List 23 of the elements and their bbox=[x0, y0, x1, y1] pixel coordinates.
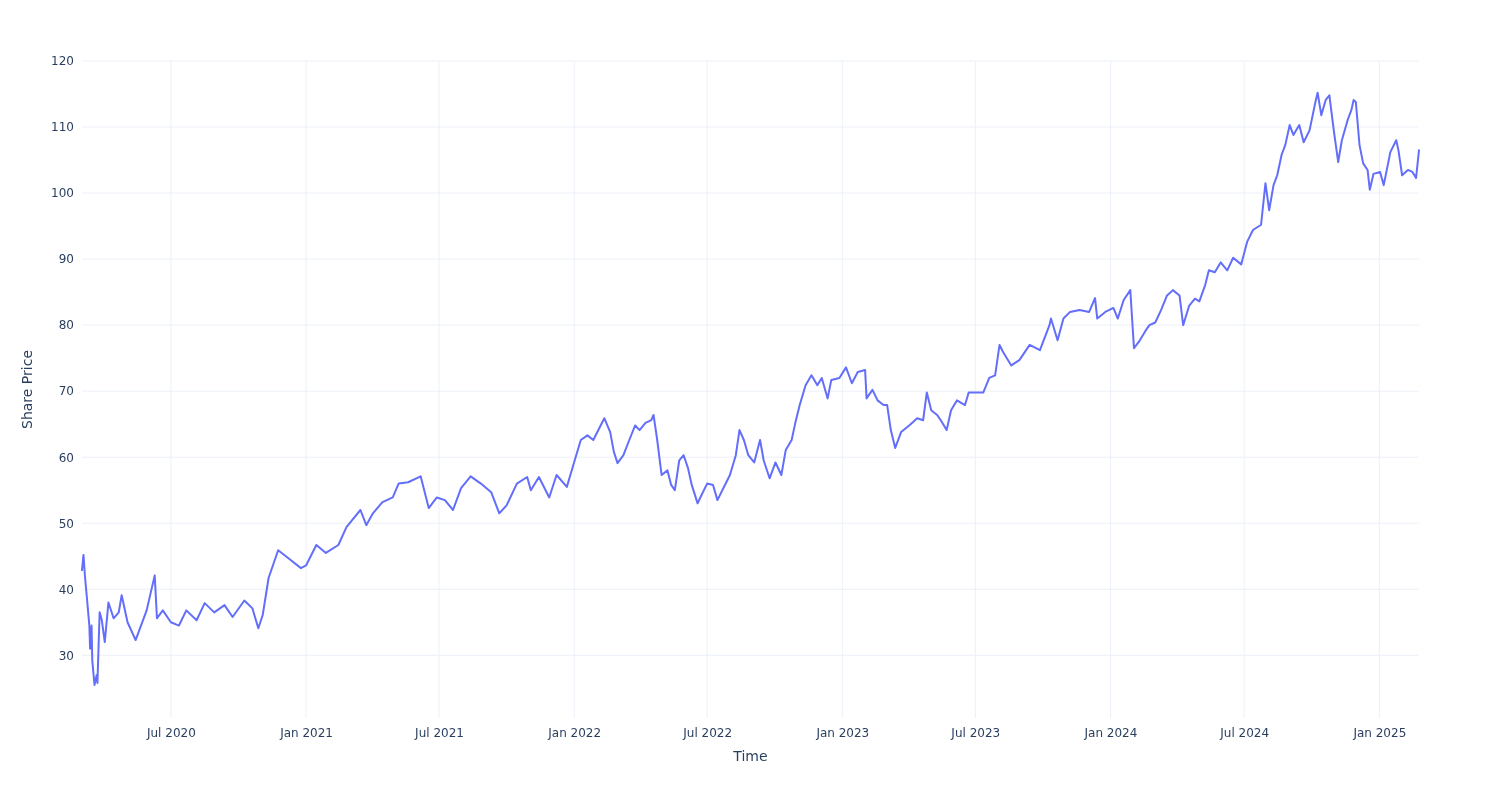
x-tick-label: Jul 2020 bbox=[145, 725, 196, 740]
y-tick-label: 110 bbox=[51, 120, 74, 135]
y-tick-label: 50 bbox=[58, 516, 74, 531]
x-tick-label: Jan 2024 bbox=[1083, 725, 1138, 740]
x-tick-label: Jul 2024 bbox=[1219, 725, 1270, 740]
y-tick-label: 80 bbox=[58, 318, 74, 333]
y-tick-label: 30 bbox=[58, 648, 74, 663]
x-tick-label: Jan 2021 bbox=[279, 725, 333, 740]
x-tick-label: Jul 2023 bbox=[950, 725, 1001, 740]
y-tick-label: 70 bbox=[58, 384, 74, 399]
y-axis-title: Share Price bbox=[19, 349, 35, 430]
x-axis-title: Time bbox=[732, 748, 768, 764]
y-tick-label: 100 bbox=[51, 186, 74, 201]
y-tick-label: 60 bbox=[58, 450, 74, 465]
line-series bbox=[81, 91, 1420, 686]
x-tick-label: Jul 2022 bbox=[682, 725, 733, 740]
x-tick-label: Jan 2025 bbox=[1352, 725, 1407, 740]
y-tick-label: 40 bbox=[58, 582, 74, 597]
y-tick-label: 120 bbox=[51, 54, 74, 69]
x-tick-label: Jan 2022 bbox=[547, 725, 602, 740]
x-tick-label: Jan 2023 bbox=[815, 725, 870, 740]
x-tick-label: Jul 2021 bbox=[414, 725, 464, 740]
y-tick-label: 90 bbox=[58, 252, 74, 267]
